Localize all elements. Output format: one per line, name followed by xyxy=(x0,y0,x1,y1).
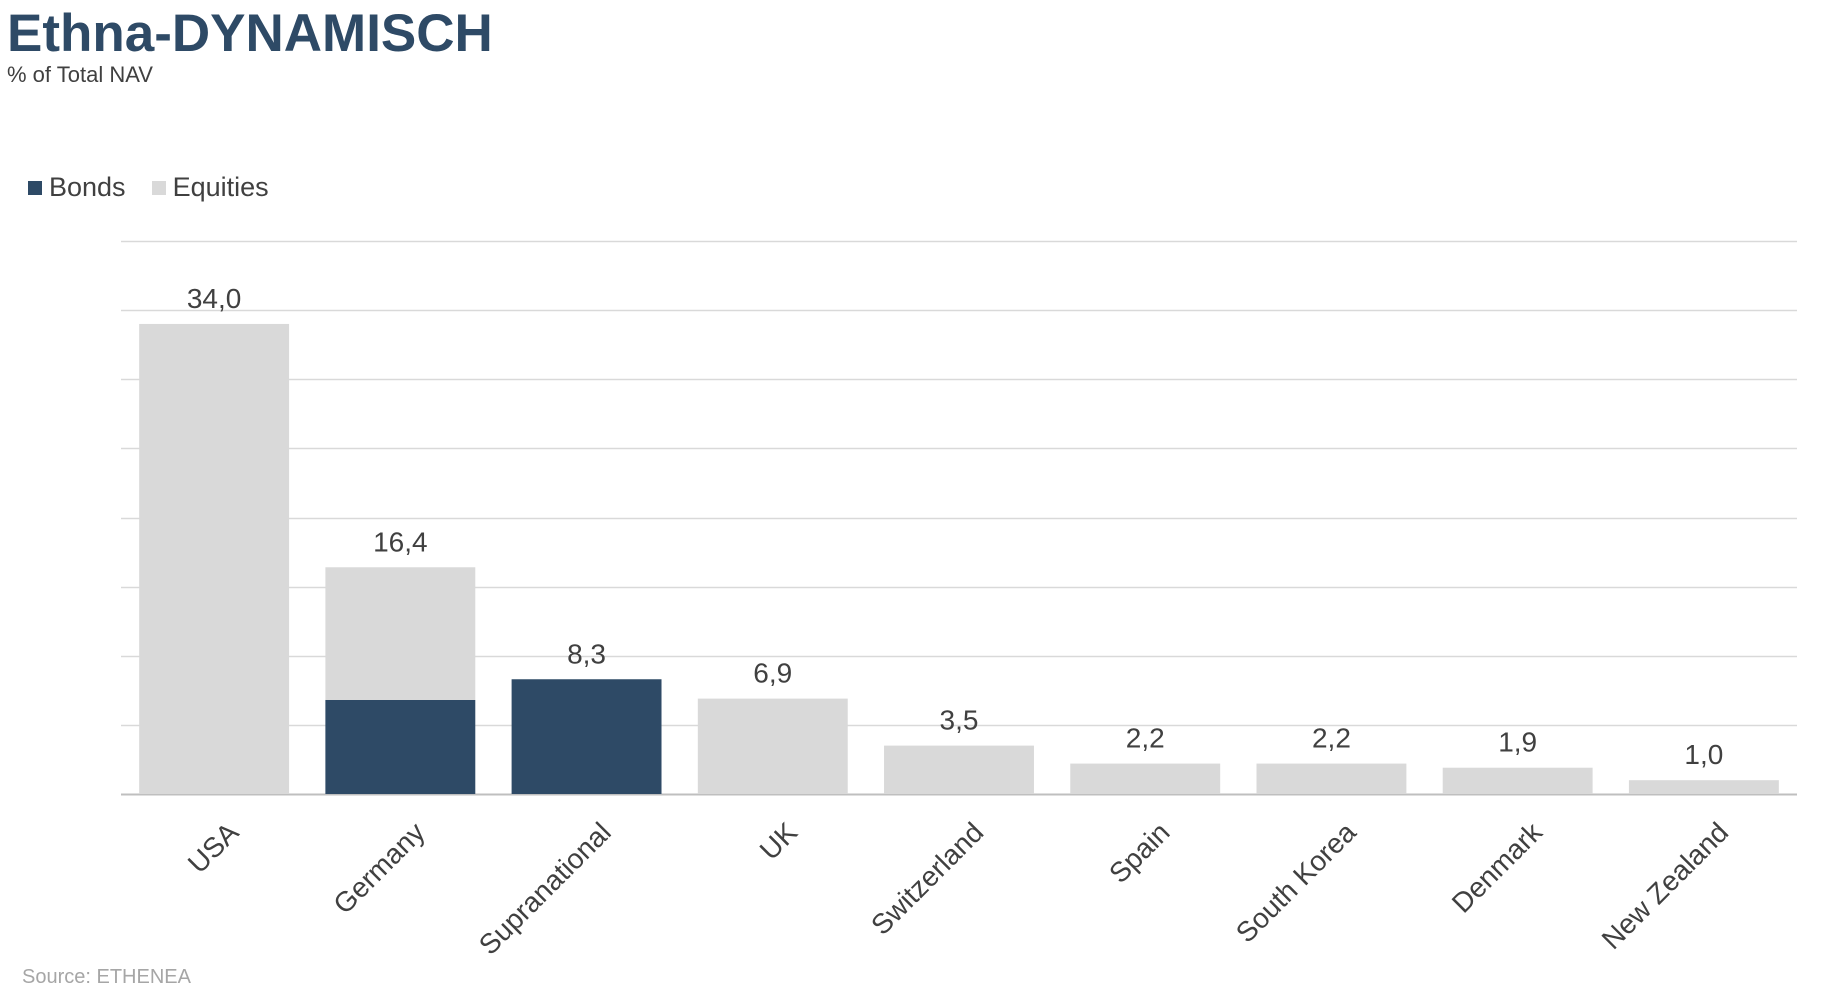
legend-item-equities[interactable]: Equities xyxy=(151,172,269,203)
legend-swatch-bonds xyxy=(28,180,42,195)
data-label-denmark: 1,9 xyxy=(1498,727,1537,758)
x-tick-label-spain: Spain xyxy=(1103,816,1176,889)
chart-legend: Bonds Equities xyxy=(28,172,295,203)
x-tick-label-switzerland: Switzerland xyxy=(865,816,989,940)
bar-equities-spain xyxy=(1070,763,1221,794)
data-label-south-korea: 2,2 xyxy=(1312,723,1351,754)
x-tick-label-usa: USA xyxy=(182,816,245,879)
legend-label-bonds: Bonds xyxy=(49,172,126,202)
bar-equities-switzerland xyxy=(884,745,1034,794)
x-tick-label-denmark: Denmark xyxy=(1446,816,1549,919)
data-label-usa: 34,0 xyxy=(187,283,242,314)
bar-equities-uk xyxy=(697,698,848,794)
legend-swatch-equities xyxy=(151,180,166,195)
legend-label-equities: Equities xyxy=(172,172,269,202)
x-tick-label-south-korea: South Korea xyxy=(1230,816,1362,948)
source-note: Source: ETHENEA xyxy=(22,966,191,988)
bar-equities-new-zealand xyxy=(1628,780,1779,794)
data-label-uk: 6,9 xyxy=(753,658,792,689)
legend-item-bonds[interactable]: Bonds xyxy=(28,172,126,203)
data-label-supranational: 8,3 xyxy=(567,638,606,669)
data-label-germany: 16,4 xyxy=(373,526,428,557)
bar-equities-denmark xyxy=(1442,767,1593,794)
x-tick-label-uk: UK xyxy=(754,816,804,866)
chart-title: Ethna-DYNAMISCH xyxy=(7,4,493,63)
bar-equities-south-korea xyxy=(1256,763,1407,794)
data-label-switzerland: 3,5 xyxy=(940,705,979,736)
x-tick-label-germany: Germany xyxy=(327,816,430,919)
data-label-spain: 2,2 xyxy=(1126,723,1165,754)
bar-equities-usa xyxy=(139,323,290,794)
bar-bonds-germany xyxy=(325,699,476,794)
chart-subtitle: % of Total NAV xyxy=(7,62,153,87)
bar-equities-germany xyxy=(325,567,476,700)
data-label-new-zealand: 1,0 xyxy=(1684,739,1723,770)
x-tick-label-supranational: Supranational xyxy=(473,816,617,960)
bar-bonds-supranational xyxy=(511,679,662,794)
x-tick-label-new-zealand: New Zealand xyxy=(1596,816,1735,955)
